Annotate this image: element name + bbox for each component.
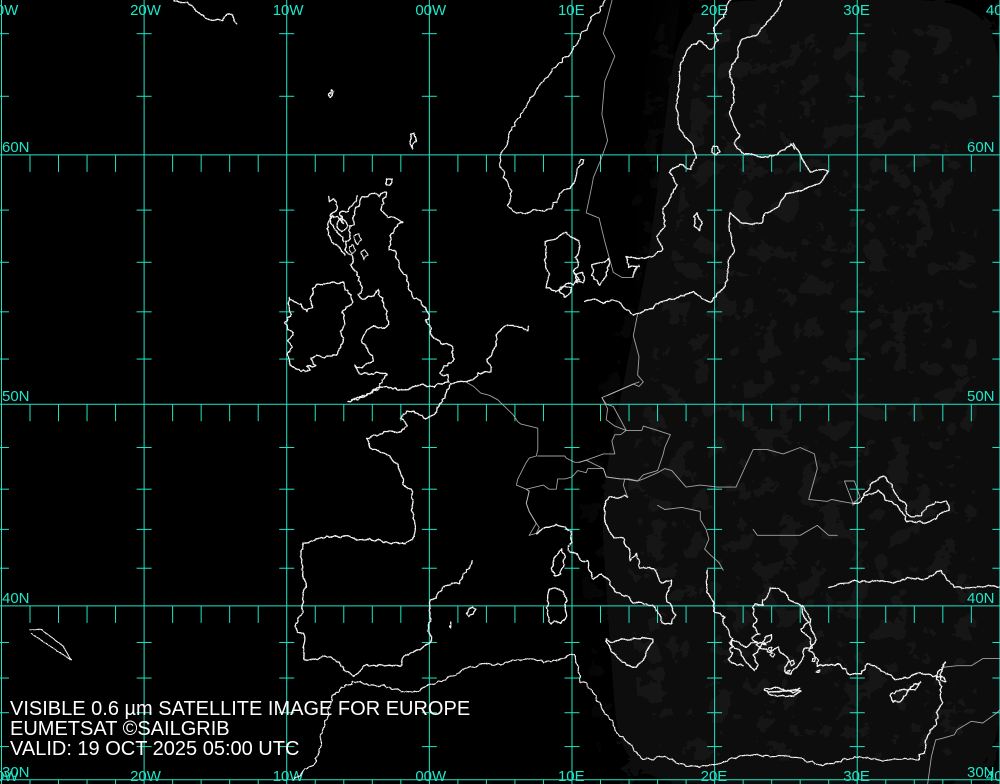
svg-text:VALID: 19 OCT 2025 05:00 UTC: VALID: 19 OCT 2025 05:00 UTC: [10, 738, 299, 760]
svg-text:EUMETSAT ©SAILGRIB: EUMETSAT ©SAILGRIB: [10, 718, 230, 740]
svg-text:VISIBLE 0.6 µm SATELLITE IMAGE: VISIBLE 0.6 µm SATELLITE IMAGE FOR EUROP…: [10, 698, 470, 720]
